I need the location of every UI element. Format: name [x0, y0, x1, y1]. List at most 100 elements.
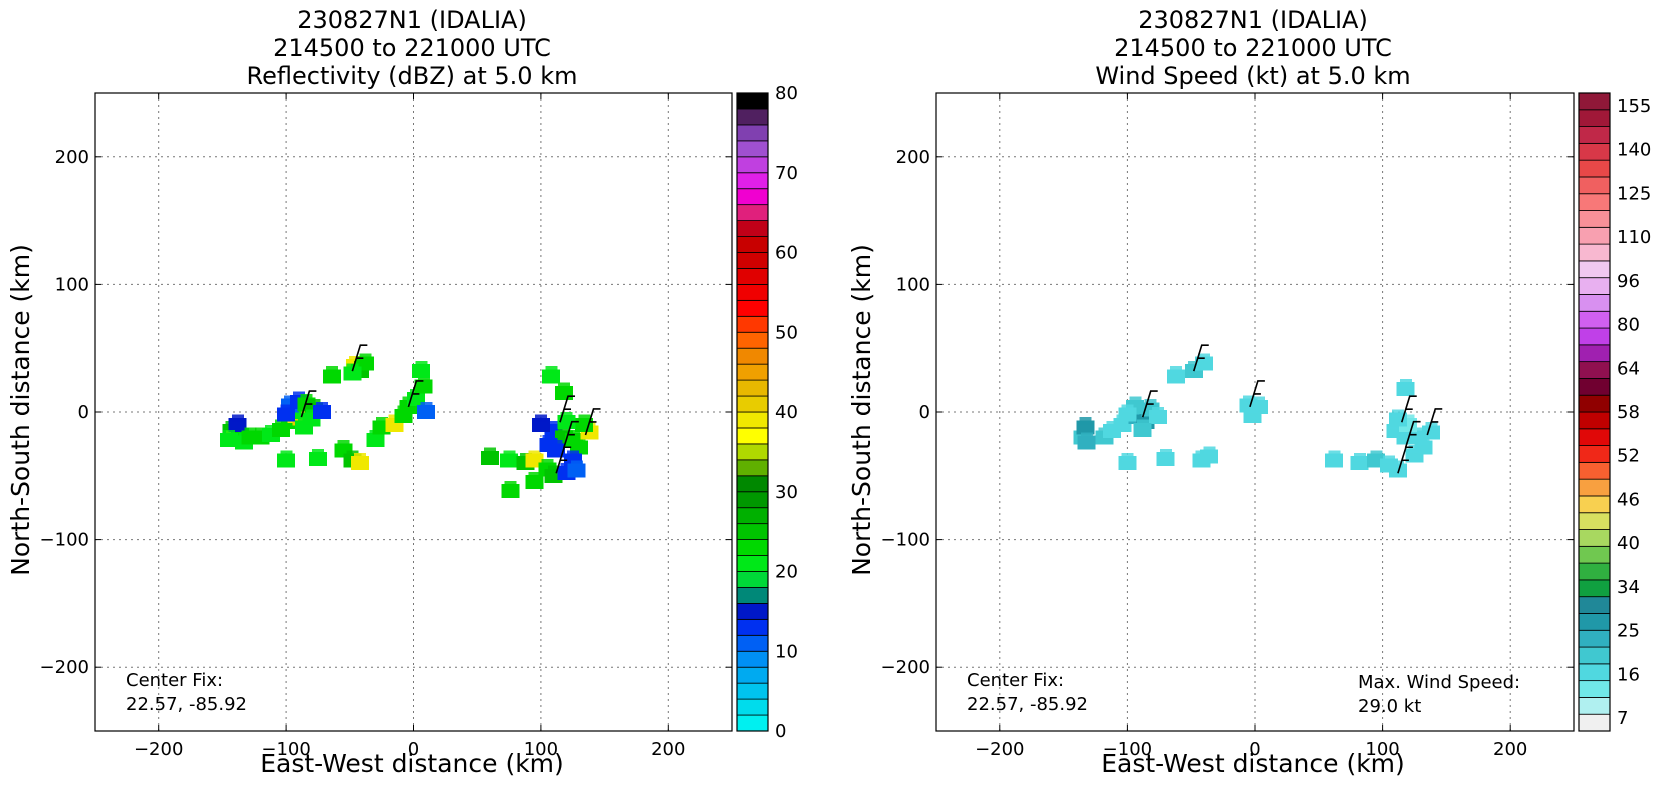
wind-barb — [1400, 395, 1417, 423]
colorbar-bin — [736, 666, 769, 684]
data-cell-fringe — [528, 450, 541, 459]
colorbar-bin — [736, 603, 769, 620]
data-cell-fringe — [1159, 449, 1172, 458]
colorbar-bin — [736, 682, 769, 700]
data-cell-fringe — [280, 450, 293, 459]
x-tick-label: 200 — [651, 739, 685, 760]
colorbar-bin — [1578, 142, 1611, 161]
colorbar-bin — [1578, 193, 1611, 211]
wind-barb — [1404, 420, 1421, 448]
colorbar-bin — [1578, 445, 1611, 463]
center-fix-value: 22.57, -85.92 — [967, 694, 1088, 715]
data-cell-fringe — [1402, 414, 1415, 423]
x-tick-label: −200 — [975, 739, 1024, 760]
colorbar-bin — [1578, 243, 1611, 262]
data-cell-fringe — [312, 449, 325, 458]
wind-speed-plot-area: −200 −100 0 100 200 −200 −100 0 100 200 — [881, 92, 1575, 760]
data-cell-fringe — [265, 424, 278, 433]
colorbar-bin — [1578, 176, 1611, 195]
colorbar-bin — [1578, 277, 1611, 295]
colorbar-tick-label: 40 — [775, 402, 798, 423]
colorbar-bin — [736, 108, 769, 126]
colorbar-tick-label: 58 — [1617, 402, 1640, 423]
colorbar-frame — [1578, 92, 1611, 732]
colorbar-tick-label: 34 — [1617, 577, 1640, 598]
data-cell-fringe — [568, 429, 581, 438]
colorbar-tick-label: 140 — [1617, 140, 1651, 161]
data-cell-fringe — [1242, 395, 1255, 404]
colorbar-bin — [736, 427, 769, 445]
colorbar-bin — [736, 331, 769, 349]
wind-speed-panel: 230827N1 (IDALIA) 214500 to 221000 UTC W… — [847, 6, 1651, 778]
chart-title-line-1: 230827N1 (IDALIA) — [1138, 6, 1368, 34]
colorbar-bin — [1578, 226, 1611, 245]
data-cell-fringe — [1399, 378, 1412, 387]
wind-barb — [1426, 408, 1443, 436]
data-cell-fringe — [346, 363, 359, 372]
colorbar-tick-label: 40 — [1617, 533, 1640, 554]
data-cell-fringe — [280, 404, 293, 413]
x-tick-label: 0 — [1249, 739, 1260, 760]
colorbar-tick-label: 0 — [775, 721, 786, 742]
data-cell-fringe — [337, 440, 350, 449]
colorbar-tick-label: 110 — [1617, 227, 1651, 248]
data-cell-fringe — [298, 417, 311, 426]
colorbar-bin — [1578, 629, 1611, 648]
colorbar-bin — [736, 315, 769, 333]
colorbar-bin — [1578, 613, 1611, 631]
colorbar-bin — [736, 634, 769, 652]
colorbar-bin — [1578, 310, 1611, 329]
y-tick-label: 0 — [919, 402, 930, 423]
colorbar-bin — [736, 698, 769, 716]
colorbar-bin — [1578, 512, 1611, 530]
data-cell-fringe — [528, 471, 541, 480]
data-cell-fringe — [1144, 399, 1157, 408]
colorbar-bin — [1578, 159, 1611, 178]
reflectivity-colorbar: 0 10 20 30 40 50 60 70 80 — [736, 83, 798, 742]
colorbar-bin — [1578, 562, 1611, 581]
data-cell-fringe — [1370, 450, 1383, 459]
data-cell-fringe — [1203, 446, 1216, 455]
wind-barb — [563, 420, 579, 448]
colorbar-bin — [1578, 92, 1611, 111]
colorbar-bin — [736, 395, 769, 413]
colorbar-bin — [1578, 478, 1611, 497]
colorbar-bin — [736, 363, 769, 381]
data-cell-fringe — [1353, 452, 1366, 461]
center-fix-label: Center Fix: — [126, 670, 223, 691]
colorbar-tick-label: 50 — [775, 322, 798, 343]
center-fix-value: 22.57, -85.92 — [126, 694, 247, 715]
data-cell-fringe — [359, 353, 372, 362]
data-cell-fringe — [1383, 455, 1396, 464]
colorbar-bin — [736, 379, 769, 397]
colorbar-bin — [736, 140, 769, 158]
data-cell-fringe — [1152, 406, 1165, 415]
x-tick-label: 200 — [1493, 739, 1527, 760]
colorbar-tick-label: 80 — [775, 83, 798, 104]
wind-barb — [1141, 390, 1158, 418]
wind-barb — [559, 395, 576, 423]
y-tick-label: −200 — [40, 657, 89, 678]
data-cell-fringe — [547, 465, 560, 474]
colorbar-bin — [1578, 713, 1611, 732]
chart-title-line-2: 214500 to 221000 UTC — [1114, 34, 1392, 62]
data-cell-fringe — [535, 414, 548, 423]
wind-barb — [1192, 344, 1209, 372]
data-cell-fringe — [1392, 409, 1405, 418]
y-axis-label: North-South distance (km) — [847, 244, 876, 576]
x-tick-label: −100 — [261, 739, 310, 760]
colorbar-tick-label: 7 — [1617, 708, 1628, 729]
data-cell-fringe — [1187, 360, 1200, 369]
y-axis-label: North-South distance (km) — [6, 244, 35, 576]
colorbar-bin — [1578, 646, 1611, 665]
x-tick-label: 0 — [408, 739, 419, 760]
data-cell-fringe — [1170, 366, 1183, 375]
colorbar-tick-label: 80 — [1617, 315, 1640, 336]
x-tick-label: −200 — [134, 739, 183, 760]
colorbar-bin — [1578, 529, 1611, 547]
data-cell-fringe — [1080, 432, 1093, 441]
colorbar-tick-label: 155 — [1617, 96, 1651, 117]
colorbar-bin — [736, 299, 769, 317]
colorbar-bin — [736, 507, 769, 525]
colorbar-bin — [736, 252, 769, 269]
